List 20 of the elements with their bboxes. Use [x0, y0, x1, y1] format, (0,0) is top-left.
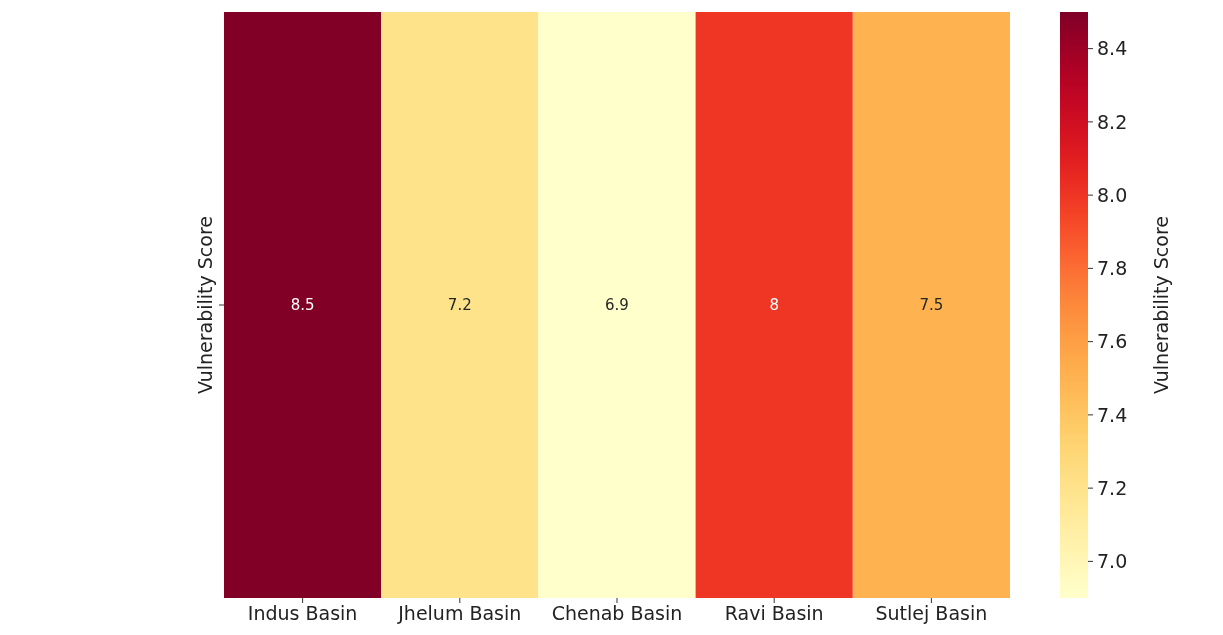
- color-bar-label: 7.6: [1097, 330, 1128, 353]
- color-bar-label: 7.4: [1097, 403, 1128, 426]
- color-bar-title: Vulnerability Score: [1150, 215, 1172, 395]
- data-label: 6.9: [605, 296, 629, 315]
- color-bar-label: 7.0: [1097, 550, 1128, 573]
- data-label: 7.2: [447, 296, 472, 315]
- x-tick-label: Indus Basin: [247, 602, 358, 624]
- data-label: 8: [769, 296, 779, 315]
- color-bar-label: 7.8: [1097, 257, 1128, 280]
- y-axis-title: Vulnerability Score: [194, 215, 216, 395]
- color-bar-label: 8.0: [1097, 183, 1128, 206]
- x-tick-label: Ravi Basin: [724, 602, 824, 624]
- color-bar-label: 8.4: [1097, 37, 1128, 60]
- data-label: 8.5: [290, 296, 315, 315]
- x-tick-label: Sutlej Basin: [875, 602, 988, 624]
- color-bar-label: 8.2: [1097, 110, 1128, 133]
- data-label: 7.5: [919, 296, 944, 315]
- color-bar-label: 7.2: [1097, 476, 1128, 499]
- x-tick-label: Jhelum Basin: [397, 602, 522, 624]
- x-tick-label: Chenab Basin: [551, 602, 683, 624]
